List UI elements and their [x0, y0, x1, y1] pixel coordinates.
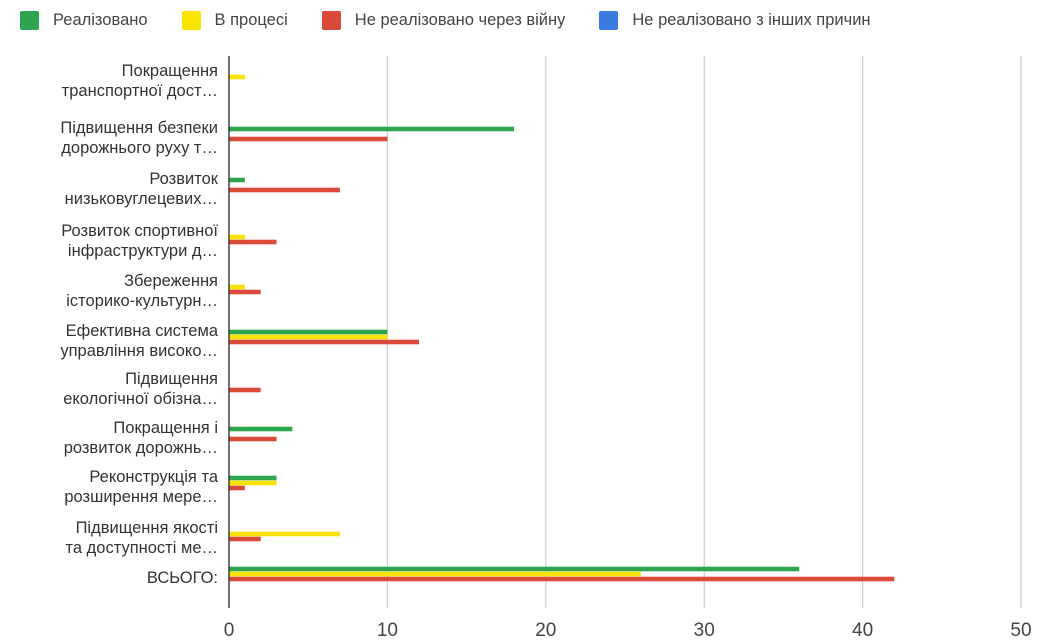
chart-legend: Реалізовано В процесі Не реалізовано чер… — [20, 6, 905, 34]
legend-swatch-not-implemented-other — [599, 10, 619, 30]
legend-item-not-implemented-other[interactable]: Не реалізовано з інших причин — [599, 10, 871, 30]
category-label: ВСЬОГО: — [147, 569, 218, 587]
x-tick-label: 0 — [224, 620, 235, 641]
bar-3-cat-10 — [229, 536, 261, 542]
bar-2-cat-1 — [229, 74, 245, 80]
x-tick-label: 40 — [852, 620, 873, 641]
bar-3-cat-7 — [229, 387, 261, 393]
bar-2-cat-10 — [229, 531, 340, 537]
legend-swatch-not-implemented-war — [321, 10, 341, 30]
bar-1-cat-6 — [229, 329, 388, 335]
category-label: Розвиток спортивної — [61, 222, 218, 240]
category-label: Покращення і — [113, 419, 218, 437]
bar-2-cat-11 — [229, 571, 641, 577]
legend-item-in-progress[interactable]: В процесі — [181, 10, 288, 30]
bar-3-cat-11 — [229, 576, 895, 582]
legend-item-implemented[interactable]: Реалізовано — [20, 10, 148, 30]
bar-1-cat-3 — [229, 177, 245, 183]
category-label: та доступності ме… — [66, 539, 218, 557]
category-label: Збереження — [124, 272, 218, 290]
bar-3-cat-9 — [229, 485, 245, 491]
category-label: управління високо… — [60, 342, 218, 360]
category-label: дорожнього руху т… — [61, 139, 218, 157]
bar-2-cat-4 — [229, 234, 245, 240]
category-label: Реконструкція та — [89, 468, 218, 486]
legend-label-not-implemented-war: Не реалізовано через війну — [354, 10, 566, 29]
category-label: історико-культурн… — [66, 292, 218, 310]
category-label: Розвиток — [149, 170, 218, 188]
category-label: розвиток дорожнь… — [64, 439, 218, 457]
category-label: транспортної дост… — [62, 82, 218, 100]
bar-2-cat-9 — [229, 480, 277, 486]
bar-3-cat-6 — [229, 339, 420, 345]
x-tick-label: 50 — [1010, 620, 1031, 641]
bar-1-cat-9 — [229, 475, 277, 481]
category-label: розширення мере… — [64, 488, 218, 506]
bar-3-cat-3 — [229, 187, 340, 193]
bar-2-cat-6 — [229, 334, 388, 340]
legend-label-not-implemented-other: Не реалізовано з інших причин — [632, 10, 871, 29]
bar-2-cat-5 — [229, 284, 245, 290]
category-label: низьковуглецевих… — [65, 190, 218, 208]
category-labels: Покращення транспортної дост… Підвищення б… — [60, 62, 218, 587]
category-label: Підвищення безпеки — [60, 119, 218, 137]
legend-label-implemented: Реалізовано — [53, 10, 148, 29]
category-label: Підвищення якості — [76, 519, 218, 537]
category-label: Ефективна система — [66, 322, 219, 340]
x-tick-label: 20 — [535, 620, 556, 641]
category-label: екологічної обізна… — [63, 390, 218, 408]
legend-item-not-implemented-war[interactable]: Не реалізовано через війну — [321, 10, 566, 30]
x-tick-label: 10 — [377, 620, 398, 641]
bar-3-cat-5 — [229, 289, 261, 295]
category-label: Підвищення — [125, 370, 218, 388]
bar-1-cat-8 — [229, 426, 293, 432]
legend-label-in-progress: В процесі — [214, 10, 288, 29]
legend-swatch-implemented — [20, 10, 39, 30]
bar-1-cat-11 — [229, 566, 800, 572]
bar-3-cat-4 — [229, 239, 277, 245]
category-label: Покращення — [122, 62, 218, 80]
bar-3-cat-2 — [229, 136, 388, 142]
legend-swatch-in-progress — [181, 10, 201, 30]
x-tick-labels: 0 10 20 30 40 50 — [224, 620, 1032, 641]
x-tick-label: 30 — [694, 620, 715, 641]
bar-1-cat-2 — [229, 126, 515, 132]
grid-lines — [386, 56, 1022, 608]
bar-3-cat-8 — [229, 436, 277, 442]
bars — [229, 74, 895, 582]
category-label: інфраструктури д… — [68, 242, 218, 260]
